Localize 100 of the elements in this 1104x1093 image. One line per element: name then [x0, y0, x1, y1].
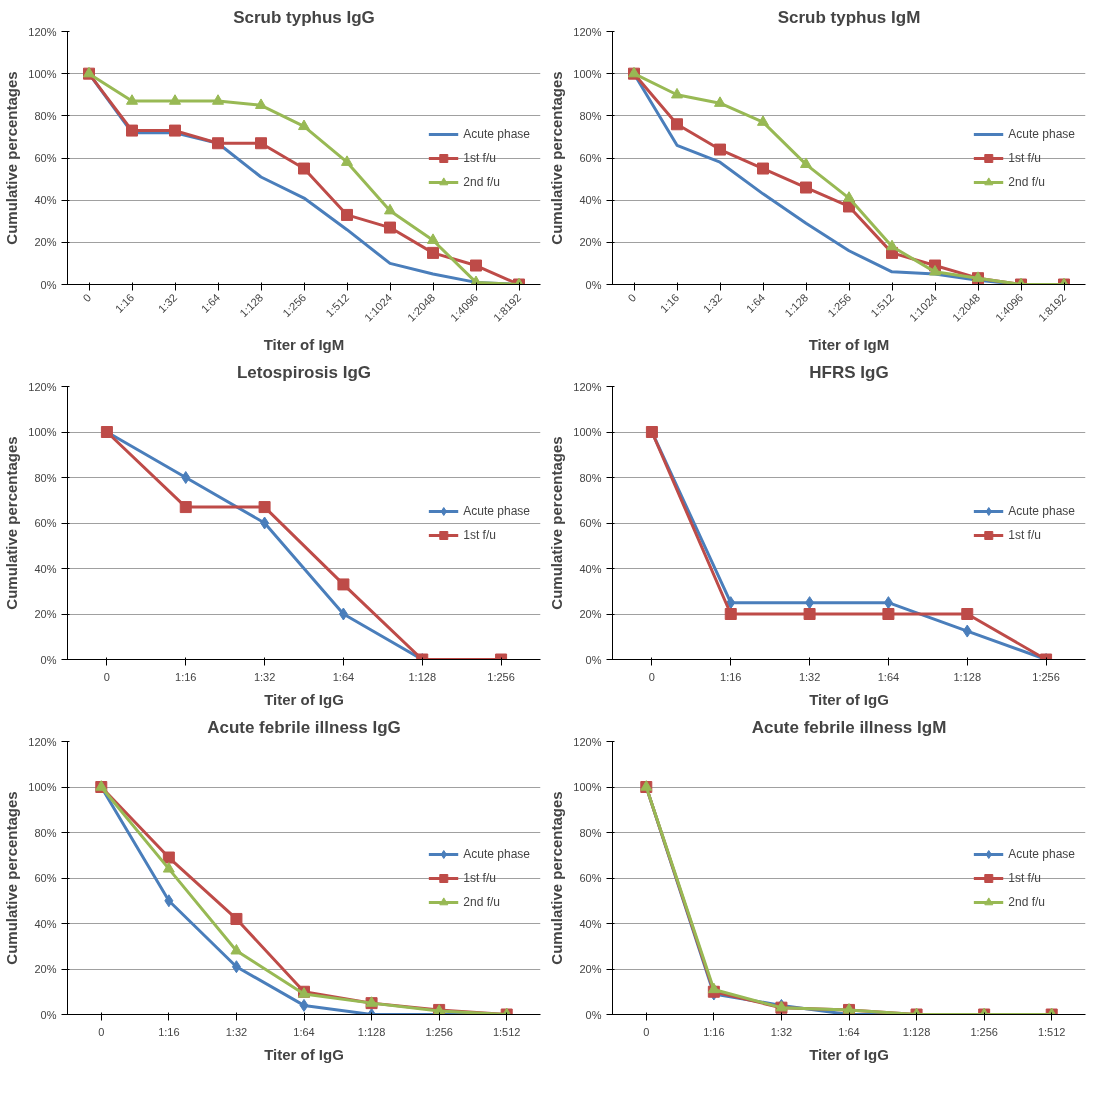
legend-label: 1st f/u — [1008, 870, 1041, 885]
y-tick-label: 120% — [573, 735, 602, 748]
chart-title: Scrub typhus IgM — [777, 7, 921, 27]
x-tick-label: 1:256 — [487, 670, 515, 683]
y-tick-label: 120% — [28, 735, 57, 748]
x-tick-label: 0 — [80, 291, 94, 305]
y-axis-title: Cumulative percentages — [548, 71, 566, 245]
legend-label: 1st f/u — [1008, 527, 1041, 542]
legend-label: Acute phase — [1008, 503, 1075, 518]
x-tick-label: 1:512 — [492, 1025, 521, 1038]
legend-label: 2nd f/u — [1008, 894, 1045, 909]
y-tick-label: 40% — [34, 562, 57, 575]
x-tick-label: 1:128 — [408, 670, 437, 683]
y-axis-title: Cumulative percentages — [548, 436, 566, 610]
y-tick-label: 100% — [573, 67, 602, 80]
x-axis-title: Titer of IgG — [809, 690, 889, 708]
y-tick-label: 40% — [34, 917, 57, 930]
y-tick-label: 20% — [579, 963, 602, 975]
x-tick-label: 0 — [643, 1025, 650, 1038]
x-tick-label: 1:32 — [253, 670, 276, 683]
y-tick-label: 20% — [34, 236, 57, 249]
y-tick-label: 40% — [579, 194, 602, 207]
x-tick-label: 1:16 — [158, 1025, 180, 1038]
x-tick-label: 1:32 — [770, 1025, 793, 1038]
x-axis-title: Titer of IgM — [808, 335, 890, 353]
x-tick-label: 1:64 — [877, 670, 900, 683]
x-axis-title: Titer of IgG — [809, 1045, 889, 1063]
y-tick-label: 80% — [579, 826, 602, 839]
x-tick-label: 1:128 — [902, 1025, 931, 1038]
y-tick-label: 100% — [28, 67, 57, 80]
x-tick-label: 0 — [98, 1025, 105, 1038]
legend-label: Acute phase — [463, 846, 530, 861]
chart-title: HFRS IgG — [809, 362, 889, 382]
y-tick-label: 60% — [34, 152, 57, 164]
x-tick-label: 1:256 — [970, 1025, 998, 1038]
y-tick-label: 100% — [28, 781, 57, 793]
y-tick-label: 20% — [579, 608, 602, 620]
x-tick-label: 0 — [648, 670, 655, 683]
y-tick-label: 120% — [573, 25, 602, 38]
y-tick-label: 20% — [34, 608, 57, 620]
y-tick-label: 40% — [579, 562, 602, 575]
y-tick-label: 60% — [34, 517, 57, 529]
y-axis-title: Cumulative percentages — [3, 71, 21, 245]
chart-title: Letospirosis IgG — [236, 362, 372, 382]
y-axis-title: Cumulative percentages — [3, 436, 21, 610]
legend-label: 1st f/u — [463, 870, 496, 885]
y-tick-label: 20% — [579, 236, 602, 249]
x-tick-label: 1:64 — [838, 1025, 860, 1038]
x-tick-label: 1:16 — [720, 670, 742, 683]
x-tick-label: 1:256 — [425, 1025, 453, 1038]
legend-label: Acute phase — [1008, 846, 1075, 861]
y-tick-label: 0% — [40, 1008, 57, 1021]
legend-label: 2nd f/u — [463, 894, 500, 909]
y-tick-label: 60% — [579, 872, 602, 884]
y-tick-label: 80% — [579, 471, 602, 484]
y-tick-label: 40% — [34, 194, 57, 207]
x-tick-label: 1:64 — [332, 670, 355, 683]
y-tick-label: 100% — [573, 426, 602, 438]
x-tick-label: 1:32 — [225, 1025, 248, 1038]
x-tick-label: 1:128 — [953, 670, 982, 683]
y-tick-label: 60% — [579, 517, 602, 529]
legend-label: 1st f/u — [1008, 150, 1041, 165]
y-tick-label: 40% — [579, 917, 602, 930]
y-axis-title: Cumulative percentages — [3, 791, 21, 965]
x-tick-label: 0 — [103, 670, 110, 683]
y-tick-label: 0% — [40, 278, 57, 291]
y-tick-label: 100% — [573, 781, 602, 793]
x-tick-label: 0 — [625, 291, 639, 305]
x-tick-label: 1:16 — [703, 1025, 725, 1038]
legend-label: 1st f/u — [463, 150, 496, 165]
x-tick-label: 1:512 — [1037, 1025, 1066, 1038]
x-tick-label: 1:128 — [357, 1025, 386, 1038]
y-tick-label: 0% — [40, 653, 57, 666]
x-axis-title: Titer of IgG — [264, 1045, 344, 1063]
y-tick-label: 0% — [585, 653, 602, 666]
y-tick-label: 0% — [585, 278, 602, 291]
y-tick-label: 120% — [573, 380, 602, 393]
legend-label: Acute phase — [463, 126, 530, 141]
x-tick-label: 1:16 — [175, 670, 197, 683]
y-tick-label: 0% — [585, 1008, 602, 1021]
y-tick-label: 100% — [28, 426, 57, 438]
x-axis-title: Titer of IgM — [263, 335, 345, 353]
x-tick-label: 1:256 — [1032, 670, 1060, 683]
y-tick-label: 80% — [579, 109, 602, 122]
y-tick-label: 80% — [34, 471, 57, 484]
y-tick-label: 120% — [28, 380, 57, 393]
legend-label: 2nd f/u — [1008, 174, 1045, 189]
chart-title: Scrub typhus IgG — [233, 7, 375, 27]
legend-label: Acute phase — [1008, 126, 1075, 141]
y-tick-label: 80% — [34, 109, 57, 122]
y-tick-label: 120% — [28, 25, 57, 38]
x-tick-label: 1:64 — [293, 1025, 315, 1038]
x-axis-title: Titer of IgG — [264, 690, 344, 708]
legend-label: 1st f/u — [463, 527, 496, 542]
x-tick-label: 1:32 — [798, 670, 821, 683]
y-tick-label: 60% — [34, 872, 57, 884]
chart-title: Acute febrile illness IgM — [751, 717, 947, 737]
legend-label: Acute phase — [463, 503, 530, 518]
y-tick-label: 80% — [34, 826, 57, 839]
chart-title: Acute febrile illness IgG — [207, 717, 401, 737]
